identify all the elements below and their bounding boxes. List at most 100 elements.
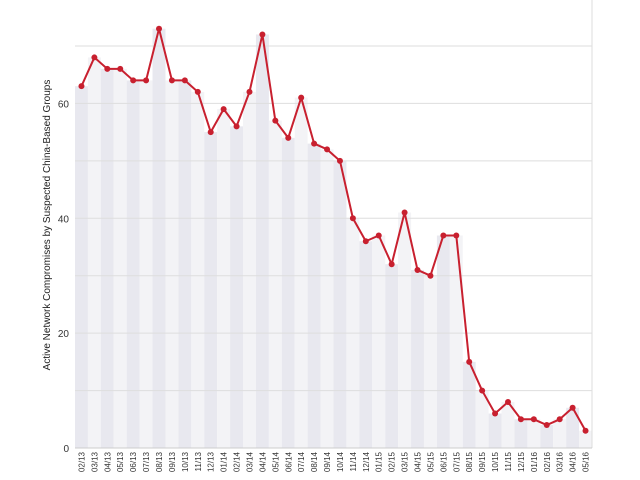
column-band [126, 80, 140, 449]
column-band [501, 402, 515, 448]
data-point [336, 157, 343, 164]
data-point [91, 54, 98, 61]
x-tick-label: 08/13 [155, 451, 164, 472]
data-point [233, 123, 240, 130]
column-band [307, 143, 321, 449]
column-band [553, 419, 567, 448]
x-tick-label: 04/13 [103, 451, 112, 472]
column-band [372, 235, 386, 448]
x-tick-label: 01/15 [375, 451, 384, 472]
data-point [427, 272, 434, 279]
data-point [556, 416, 563, 423]
x-tick-label: 09/14 [323, 451, 332, 472]
data-point [349, 215, 356, 222]
x-tick-label: 04/16 [569, 451, 578, 472]
column-band [566, 407, 580, 448]
column-band [139, 80, 153, 449]
data-point [504, 399, 511, 406]
x-tick-label: 04/14 [258, 451, 267, 472]
x-tick-label: 02/15 [388, 451, 397, 472]
data-point [168, 77, 175, 84]
x-tick-label: 07/14 [297, 451, 306, 472]
x-tick-label: 09/13 [168, 451, 177, 472]
series-line [80, 27, 587, 432]
column-band [243, 91, 256, 449]
data-point [272, 117, 279, 124]
data-point [78, 83, 85, 90]
x-tick-label: 02/13 [77, 451, 86, 472]
data-point [130, 77, 137, 84]
column-band [320, 149, 334, 449]
column-band [540, 425, 554, 448]
x-tick-label: 02/14 [233, 451, 242, 472]
data-point [104, 65, 111, 72]
x-tick-label: 12/13 [207, 451, 216, 472]
column-band [230, 126, 244, 448]
x-tick-label: 06/15 [439, 451, 448, 472]
data-point [582, 427, 589, 434]
x-tick-label: 05/15 [426, 451, 435, 472]
data-point [285, 134, 292, 141]
column-band [152, 28, 166, 448]
x-tick-label: 06/14 [284, 451, 293, 472]
column-band [281, 137, 295, 448]
data-point [156, 25, 163, 32]
column-band [579, 430, 592, 448]
x-tick-label: 05/16 [582, 451, 591, 472]
column-band [178, 80, 192, 449]
data-point [479, 387, 486, 394]
data-point [181, 77, 188, 84]
data-point [401, 209, 408, 216]
data-point [414, 266, 421, 273]
data-point [311, 140, 318, 147]
data-point [517, 416, 524, 423]
x-tick-label: 03/16 [556, 451, 565, 472]
data-point [375, 232, 382, 239]
data-point [220, 106, 227, 113]
y-tick-label: 60 [58, 99, 70, 110]
column-band [268, 120, 282, 448]
x-tick-label: 02/16 [543, 451, 552, 472]
x-tick-label: 04/15 [414, 451, 423, 472]
data-point [492, 410, 499, 417]
data-point [324, 146, 331, 153]
x-tick-label: 11/13 [194, 451, 203, 471]
series-points [78, 25, 589, 434]
column-band [423, 275, 437, 448]
column-band [359, 241, 373, 448]
data-point [207, 129, 214, 136]
x-tick-label: 01/14 [220, 451, 229, 472]
x-tick-label: 03/15 [401, 451, 410, 472]
x-tick-label: 07/15 [452, 451, 461, 472]
y-tick-label: 0 [63, 444, 69, 455]
data-point [194, 88, 201, 95]
x-tick-label: 10/15 [491, 451, 500, 472]
column-band [411, 269, 424, 448]
y-axis-title: Active Network Compromises by Suspected … [42, 80, 53, 371]
x-tick-label: 03/13 [90, 451, 99, 472]
x-tick-label: 08/14 [310, 451, 319, 472]
column-band [113, 68, 127, 448]
x-tick-label: 03/14 [245, 451, 254, 472]
column-band [398, 212, 412, 448]
x-tick-label: 10/14 [336, 451, 345, 472]
data-point [362, 238, 369, 245]
x-tick-label: 10/13 [181, 451, 190, 472]
column-band [255, 34, 269, 448]
column-band [75, 86, 88, 449]
series-line-path [80, 27, 587, 432]
column-band [449, 235, 463, 448]
x-tick-label: 07/13 [142, 451, 151, 472]
x-tick-label: 01/16 [530, 451, 539, 472]
data-point [298, 94, 305, 101]
y-tick-label: 40 [58, 214, 70, 225]
data-point [569, 404, 576, 411]
x-tick-label: 12/15 [517, 451, 526, 472]
x-tick-label: 08/15 [465, 451, 474, 472]
column-bands [75, 28, 592, 449]
x-tick-label: 11/15 [504, 451, 513, 471]
column-band [87, 57, 101, 448]
x-tick-label: 05/13 [116, 451, 125, 472]
column-band [165, 80, 179, 449]
column-band [436, 235, 450, 448]
